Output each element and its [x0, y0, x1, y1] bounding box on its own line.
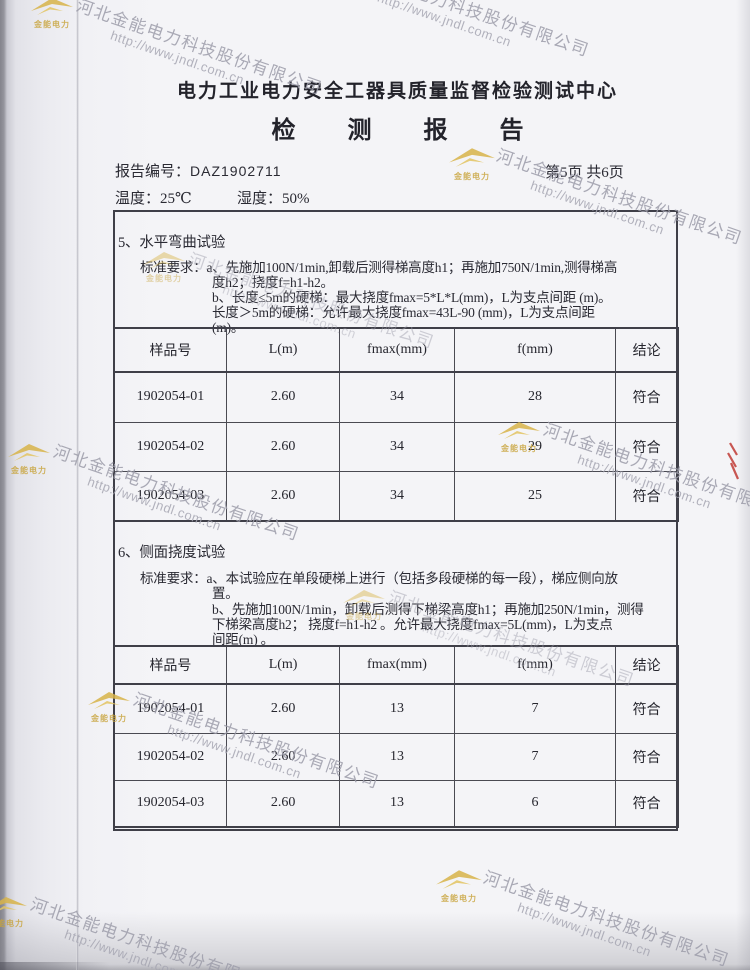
table-cell: 7	[453, 732, 617, 781]
table-header-cell: f(mm)	[453, 327, 617, 373]
table-header-cell: 样品号	[113, 327, 227, 373]
table-cell: 34	[339, 470, 455, 522]
table-cell: 符合	[615, 683, 679, 734]
table-cell: 34	[339, 421, 455, 472]
report-title: 检测报告	[271, 118, 576, 144]
table-cell: 1902054-02	[113, 732, 227, 781]
table-cell: 1902054-03	[113, 779, 227, 828]
scan-shadow	[0, 962, 110, 970]
table-cell: 符合	[615, 371, 679, 423]
table-cell: 7	[453, 683, 617, 734]
table-cell: 2.60	[225, 421, 341, 472]
table-row: 1902054-03 2.60 34 25 符合	[113, 470, 679, 522]
table-cell: 符合	[615, 421, 679, 472]
table-cell: 符合	[615, 732, 679, 781]
table-header-cell: L(m)	[225, 645, 341, 685]
table-cell: 2.60	[225, 683, 341, 734]
table-cell: 34	[339, 371, 455, 423]
section6-line: 下梯梁高度h2； 挠度f=h1-h2 。允许最大挠度fmax=5L(mm)，L为…	[212, 617, 613, 632]
table-row: 1902054-02 2.60 34 29 符合	[113, 421, 679, 472]
table-header-cell: 结论	[615, 327, 679, 373]
table-cell: 28	[453, 371, 617, 423]
section5-line: 长度＞5m的硬梯：允许最大挠度fmax=43L-90 (mm)，L为支点间距	[212, 305, 595, 320]
jinneng-logo-icon: 金能电力	[5, 442, 53, 475]
table-header-cell: f(mm)	[453, 645, 617, 685]
humidity-value: 50%	[282, 191, 310, 207]
table-cell: 6	[453, 779, 617, 828]
report-no-label: 报告编号：	[115, 164, 191, 180]
section6-line: 间距(m) 。	[212, 632, 274, 647]
section6-line: 标准要求：a、本试验应在单段硬梯上进行（包括多段硬梯的每一段），梯应侧向放	[140, 571, 618, 586]
table-cell: 25	[453, 470, 617, 522]
report-no-row: 报告编号：DAZ1902711	[115, 160, 281, 181]
org-title: 电力工业电力安全工器具质量监督检验测试中心	[176, 81, 618, 102]
table-cell: 29	[453, 421, 617, 472]
table-row: 1902054-02 2.60 13 7 符合	[113, 732, 679, 781]
section5-table: 样品号 L(m) fmax(mm) f(mm) 结论 1902054-01 2.…	[113, 327, 679, 522]
red-edge-mark	[727, 442, 740, 480]
page-info: 第5页 共6页	[545, 165, 624, 181]
temperature-value: 25℃	[160, 191, 192, 207]
jinneng-logo-icon: 金能电力	[435, 868, 483, 903]
jinneng-logo-icon: 金能电力	[448, 146, 496, 181]
temperature-label: 温度：	[115, 191, 161, 207]
table-row: 1902054-01 2.60 34 28 符合	[113, 371, 679, 423]
section6-table: 样品号 L(m) fmax(mm) f(mm) 结论 1902054-01 2.…	[113, 645, 679, 828]
table-cell: 1902054-01	[113, 683, 227, 734]
table-cell: 2.60	[225, 470, 341, 522]
page-edge-line	[76, 0, 79, 970]
section6-line: 置。	[212, 586, 239, 601]
table-row: 1902054-01 2.60 13 7 符合	[113, 683, 679, 734]
table-cell: 1902054-03	[113, 470, 227, 522]
table-header-cell: L(m)	[225, 327, 341, 373]
temperature: 温度：25℃	[115, 187, 192, 208]
section6-line: b、先施加100N/1min，卸载后测得下梯梁高度h1；再施加250N/1min…	[212, 602, 644, 617]
table-cell: 1902054-02	[113, 421, 227, 472]
table-header-cell: 结论	[615, 645, 679, 685]
table-cell: 2.60	[225, 779, 341, 828]
table-header-cell: 样品号	[113, 645, 227, 685]
jinneng-logo-icon: 金能电力	[28, 0, 76, 29]
section5-line: 标准要求：a、先施加100N/1min,卸载后测得梯高度h1；再施加750N/1…	[140, 260, 618, 275]
section6-title: 6、侧面挠度试验	[118, 545, 226, 561]
table-header-cell: fmax(mm)	[339, 645, 455, 685]
section5-title: 5、水平弯曲试验	[118, 235, 226, 251]
table-cell: 13	[339, 683, 455, 734]
jinneng-logo-icon: 金能电力	[0, 895, 30, 928]
table-cell: 2.60	[225, 371, 341, 423]
table-cell: 符合	[615, 779, 679, 828]
table-cell: 13	[339, 732, 455, 781]
section5-line: b、长度≤5m的硬梯：最大挠度fmax=5*L*L(mm)，L为支点间距 (m)…	[212, 290, 612, 305]
table-header-cell: fmax(mm)	[339, 327, 455, 373]
table-cell: 2.60	[225, 732, 341, 781]
humidity: 湿度：50%	[237, 187, 310, 208]
table-cell: 1902054-01	[113, 371, 227, 423]
section5-line: 度h2；挠度f=h1-h2。	[212, 275, 334, 290]
table-cell: 符合	[615, 470, 679, 522]
watermark: 金能电力 河北金能电力科技股份有限公司http://www.jndl.com.c…	[0, 895, 293, 970]
report-no-value: DAZ1902711	[190, 163, 282, 179]
table-row: 1902054-03 2.60 13 6 符合	[113, 779, 679, 828]
humidity-label: 湿度：	[237, 191, 283, 207]
table-cell: 13	[339, 779, 455, 828]
